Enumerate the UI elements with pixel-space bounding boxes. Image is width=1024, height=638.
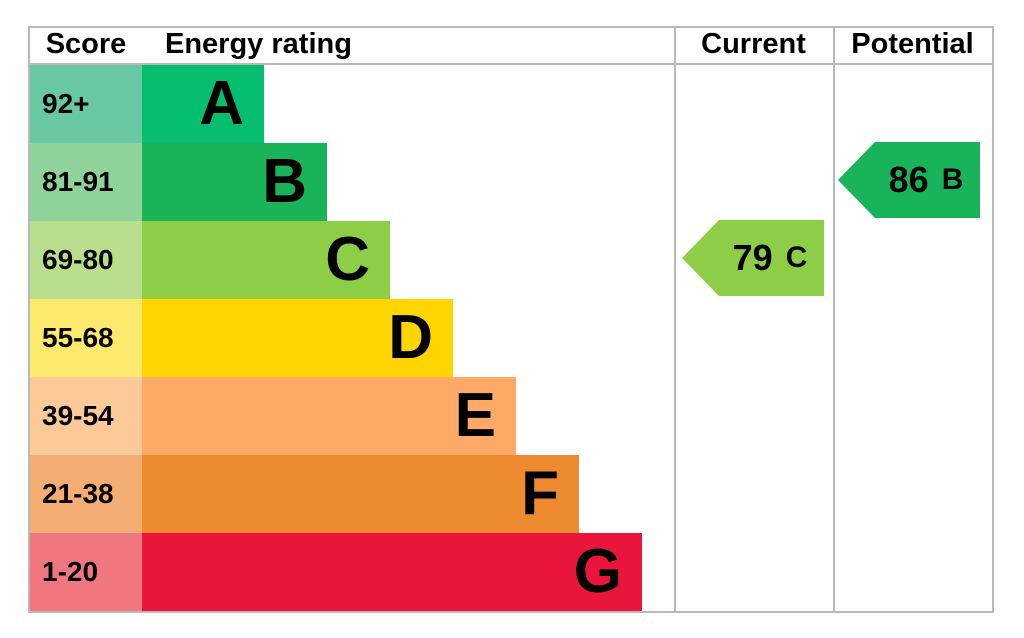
current-rating-band-letter: C bbox=[785, 241, 808, 274]
band-bar-b: B bbox=[142, 143, 327, 221]
band-row-g: 1-20 G bbox=[30, 533, 992, 611]
band-bar-e: E bbox=[142, 377, 516, 455]
score-range-g: 1-20 bbox=[30, 533, 142, 611]
table-header-row: Score Energy rating Current Potential bbox=[30, 28, 992, 65]
band-row-b: 81-91 B bbox=[30, 143, 992, 221]
current-column-header: Current bbox=[701, 28, 806, 60]
band-row-c: 69-80 C bbox=[30, 221, 992, 299]
band-rows: 92+ A 81-91 B 69-80 C 55-68 D 39-54 E 21-38 F 1-20 G bbox=[30, 65, 992, 611]
current-rating-value: 79 bbox=[732, 237, 773, 278]
epc-table: Score Energy rating Current Potential 92… bbox=[28, 26, 994, 613]
band-row-a: 92+ A bbox=[30, 65, 992, 143]
score-range-a: 92+ bbox=[30, 65, 142, 143]
band-row-d: 55-68 D bbox=[30, 299, 992, 377]
band-bar-c: C bbox=[142, 221, 390, 299]
potential-rating-value: 86 bbox=[888, 159, 929, 200]
score-range-e: 39-54 bbox=[30, 377, 142, 455]
score-range-c: 69-80 bbox=[30, 221, 142, 299]
score-column-header: Score bbox=[45, 28, 127, 60]
band-bar-g: G bbox=[142, 533, 642, 611]
potential-column-divider bbox=[833, 28, 835, 611]
score-range-b: 81-91 bbox=[30, 143, 142, 221]
band-row-e: 39-54 E bbox=[30, 377, 992, 455]
current-column-divider bbox=[674, 28, 676, 611]
score-range-d: 55-68 bbox=[30, 299, 142, 377]
potential-rating-band-letter: B bbox=[941, 163, 964, 196]
band-bar-f: F bbox=[142, 455, 579, 533]
score-range-f: 21-38 bbox=[30, 455, 142, 533]
band-bar-d: D bbox=[142, 299, 453, 377]
band-bar-a: A bbox=[142, 65, 264, 143]
energy-rating-column-header: Energy rating bbox=[165, 28, 352, 60]
potential-column-header: Potential bbox=[851, 28, 974, 60]
band-row-f: 21-38 F bbox=[30, 455, 992, 533]
